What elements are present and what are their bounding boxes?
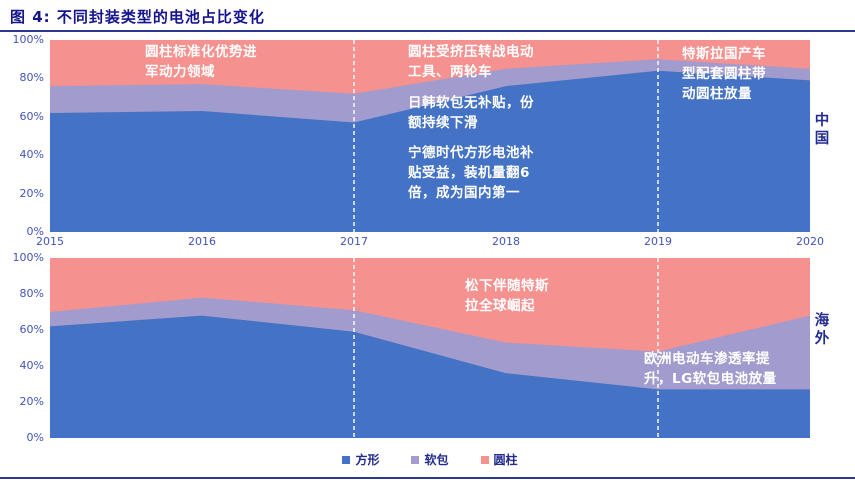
legend-item: 方形 (342, 451, 379, 468)
x-axis-year-label: 2018 (492, 235, 520, 248)
legend-label: 软包 (424, 453, 449, 467)
legend-label: 圆柱 (493, 453, 518, 467)
legend-item: 圆柱 (480, 451, 518, 468)
chart-annotation: 日韩软包无补贴，份 额持续下滑 (408, 95, 534, 131)
legend-item: 软包 (411, 451, 449, 468)
y-axis-tick-label: 100% (12, 251, 44, 264)
chart-annotation: 圆柱标准化优势进 军动力领域 (145, 44, 257, 80)
x-axis-year-label: 2015 (36, 235, 64, 248)
y-axis-tick-label: 20% (19, 186, 44, 200)
legend-swatch (411, 455, 420, 464)
y-axis-tick-label: 80% (19, 287, 44, 300)
overseas-area-chart (50, 258, 810, 438)
y-axis-tick-label: 40% (19, 359, 44, 372)
chart-annotation: 圆柱受挤压转战电动 工具、两轮车 (408, 44, 534, 80)
x-axis-year-label: 2019 (644, 235, 672, 248)
chart-annotation: 特斯拉国产车 型配套圆柱带 动圆柱放量 (682, 46, 766, 102)
side-label-overseas: 海 外 (814, 313, 830, 347)
y-axis-tick-label: 0% (26, 225, 44, 238)
chart-annotation: 宁德时代方形电池补 贴受益，装机量翻6 倍，成为国内第一 (408, 145, 534, 201)
chart-annotation: 松下伴随特斯 拉全球崛起 (465, 278, 549, 314)
side-label-china: 中 国 (814, 113, 830, 147)
area-square (50, 315, 810, 438)
x-axis-year-label: 2016 (188, 235, 216, 248)
legend-swatch (342, 455, 351, 464)
y-axis-tick-label: 80% (19, 71, 44, 85)
x-axis-year-label: 2020 (796, 235, 824, 248)
bottom-divider (0, 477, 855, 479)
y-axis-tick-label: 60% (19, 323, 44, 336)
chart-annotation: 欧洲电动车渗透率提 升，LG软包电池放量 (644, 351, 777, 387)
y-axis-tick-label: 60% (19, 109, 44, 123)
legend-label: 方形 (355, 453, 380, 467)
y-axis-tick-label: 20% (19, 395, 44, 408)
y-axis-tick-label: 40% (19, 148, 44, 162)
y-axis-tick-label: 0% (26, 431, 44, 444)
figure-title: 图 4: 不同封装类型的电池占比变化 (10, 8, 265, 26)
area-square (50, 70, 810, 232)
legend-swatch (480, 455, 489, 464)
china-area-chart (50, 40, 810, 232)
y-axis-tick-label: 100% (12, 33, 44, 46)
title-divider (0, 30, 855, 32)
x-axis-year-label: 2017 (340, 235, 368, 248)
legend: 方形 软包 圆柱 (50, 451, 810, 468)
